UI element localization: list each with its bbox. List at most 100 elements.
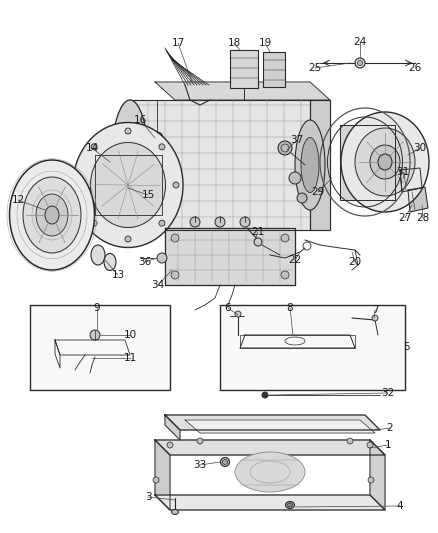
Text: 10: 10 [124,330,137,340]
Text: 31: 31 [396,167,410,177]
Ellipse shape [355,58,365,68]
Ellipse shape [10,160,95,270]
Ellipse shape [223,459,227,464]
Ellipse shape [157,253,167,263]
Text: 29: 29 [311,187,325,197]
Text: 27: 27 [399,213,412,223]
Ellipse shape [286,502,294,508]
Text: 17: 17 [171,38,185,48]
Ellipse shape [111,100,149,230]
Polygon shape [55,340,130,355]
Text: 33: 33 [193,460,207,470]
Bar [230,50,258,88]
Polygon shape [408,187,428,212]
Ellipse shape [295,120,325,210]
Ellipse shape [235,452,305,492]
Ellipse shape [190,217,200,227]
Ellipse shape [73,123,183,247]
Text: 12: 12 [11,195,25,205]
Polygon shape [95,155,162,215]
Polygon shape [130,100,310,230]
Polygon shape [155,440,385,455]
Text: 20: 20 [349,257,361,267]
Ellipse shape [281,234,289,242]
Ellipse shape [220,457,230,466]
Ellipse shape [378,154,392,170]
Ellipse shape [341,112,429,212]
Text: 19: 19 [258,38,272,48]
Text: 24: 24 [353,37,367,47]
Ellipse shape [125,128,131,134]
Polygon shape [240,335,355,348]
Text: 4: 4 [397,501,403,511]
Ellipse shape [370,145,400,179]
Ellipse shape [91,144,97,150]
Polygon shape [165,415,180,440]
Polygon shape [155,495,385,510]
Ellipse shape [357,61,363,66]
Ellipse shape [197,438,203,444]
Ellipse shape [167,442,173,448]
Text: 6: 6 [225,303,231,313]
Polygon shape [185,420,375,433]
Polygon shape [165,415,380,430]
Ellipse shape [235,311,241,317]
Ellipse shape [91,245,105,265]
Bar [240,335,355,348]
Text: 2: 2 [387,423,393,433]
Ellipse shape [368,477,374,483]
Ellipse shape [171,271,179,279]
Text: 21: 21 [251,227,265,237]
Polygon shape [310,100,330,230]
Text: 25: 25 [308,63,321,73]
Text: 37: 37 [290,135,304,145]
Text: 18: 18 [227,38,240,48]
Ellipse shape [301,138,319,192]
Bar [30,305,170,390]
Ellipse shape [172,510,179,514]
Ellipse shape [171,234,179,242]
Polygon shape [165,228,295,285]
Text: 32: 32 [381,388,395,398]
Ellipse shape [159,144,165,150]
Ellipse shape [104,254,116,271]
Ellipse shape [36,194,68,236]
Bar [263,52,285,87]
Ellipse shape [281,271,289,279]
Ellipse shape [287,503,293,507]
Text: 15: 15 [141,190,155,200]
Text: 3: 3 [145,492,151,502]
Text: 30: 30 [413,143,427,153]
Text: 5: 5 [404,342,410,352]
Ellipse shape [91,142,166,228]
Text: 11: 11 [124,353,137,363]
Text: 34: 34 [152,280,165,290]
Bar [220,305,405,390]
Text: 16: 16 [134,115,147,125]
Text: 1: 1 [385,440,391,450]
Ellipse shape [355,128,415,196]
Polygon shape [400,168,422,192]
Ellipse shape [372,315,378,321]
Ellipse shape [367,442,373,448]
Text: 8: 8 [287,303,293,313]
Polygon shape [155,82,330,100]
Ellipse shape [278,141,292,155]
Ellipse shape [159,220,165,226]
Ellipse shape [117,123,142,207]
Ellipse shape [262,392,268,398]
Ellipse shape [297,193,307,203]
Text: 9: 9 [94,303,100,313]
Text: 13: 13 [111,270,125,280]
Ellipse shape [289,172,301,184]
Polygon shape [55,340,60,368]
Ellipse shape [77,182,83,188]
Ellipse shape [254,238,262,246]
Text: 26: 26 [408,63,422,73]
Text: 14: 14 [85,143,99,153]
Polygon shape [340,125,395,200]
Ellipse shape [90,330,100,340]
Ellipse shape [347,438,353,444]
Ellipse shape [240,217,250,227]
Ellipse shape [45,206,59,224]
